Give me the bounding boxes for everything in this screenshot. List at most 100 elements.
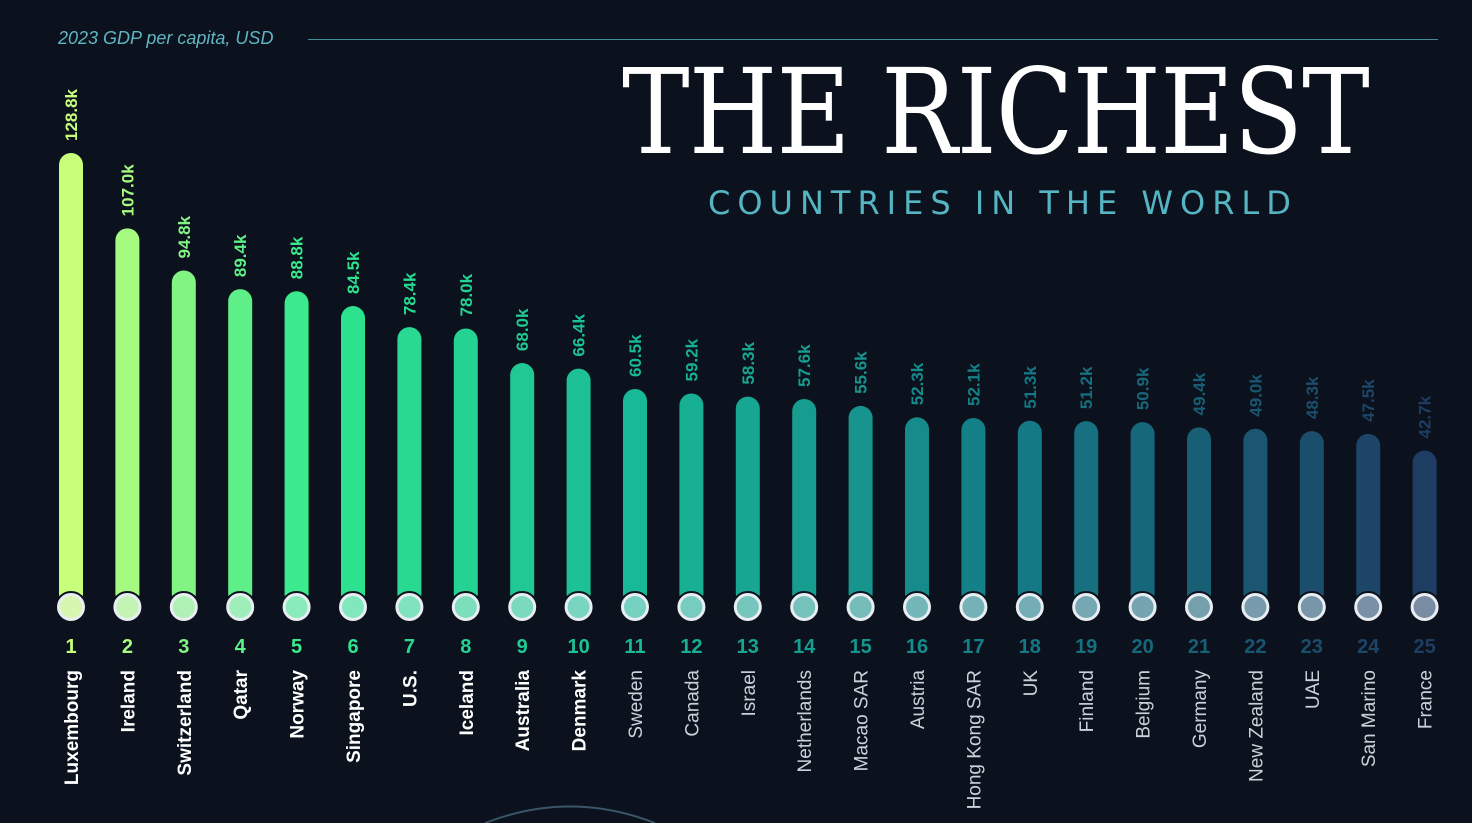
country-label-norway: Norway — [288, 670, 309, 739]
value-label-finland: 51.2k — [1077, 366, 1096, 409]
bar-luxembourg — [59, 153, 83, 606]
flag-icon-inner-uk — [1018, 596, 1041, 618]
country-label-uae: UAE — [1303, 670, 1324, 709]
rank-netherlands: 14 — [793, 636, 816, 658]
bar-ireland — [115, 228, 140, 606]
rank-uae: 23 — [1301, 636, 1323, 658]
value-label-netherlands: 57.6k — [795, 344, 814, 387]
flag-icon-inner-u-s- — [398, 596, 421, 618]
value-label-israel: 58.3k — [739, 341, 758, 384]
country-label-new-zealand: New Zealand — [1246, 670, 1267, 782]
value-label-san-marino: 47.5k — [1359, 379, 1378, 422]
rank-switzerland: 3 — [178, 636, 189, 658]
bar-uk — [1017, 420, 1042, 606]
bar-france — [1412, 450, 1437, 606]
country-label-iceland: Iceland — [457, 670, 478, 735]
bar-u-s- — [397, 327, 422, 606]
flag-icon-inner-finland — [1075, 596, 1098, 618]
bar-finland — [1074, 421, 1099, 606]
country-label-denmark: Denmark — [570, 670, 591, 752]
bar-israel — [735, 396, 760, 606]
bar-uae — [1299, 431, 1324, 606]
rank-france: 25 — [1413, 636, 1435, 658]
flag-icon-inner-netherlands — [793, 596, 816, 618]
country-label-netherlands: Netherlands — [795, 670, 816, 772]
value-label-norway: 88.8k — [288, 236, 307, 279]
value-label-macao-sar: 55.6k — [852, 351, 871, 394]
rank-israel: 13 — [737, 636, 759, 658]
value-label-canada: 59.2k — [682, 338, 701, 381]
bar-austria — [905, 417, 929, 606]
bar-san-marino — [1356, 433, 1381, 606]
value-label-qatar: 89.4k — [231, 234, 250, 277]
country-label-israel: Israel — [739, 670, 760, 716]
rank-canada: 12 — [680, 636, 702, 658]
rank-uk: 18 — [1019, 636, 1041, 658]
rank-belgium: 20 — [1131, 636, 1153, 658]
country-label-singapore: Singapore — [344, 670, 365, 763]
flag-icon-inner-uae — [1300, 596, 1323, 618]
country-label-hong-kong-sar: Hong Kong SAR — [964, 670, 985, 809]
country-label-ireland: Ireland — [118, 670, 139, 732]
country-label-finland: Finland — [1077, 670, 1098, 732]
bar-qatar — [228, 289, 253, 606]
bar-germany — [1187, 427, 1211, 606]
flag-icon-inner-luxembourg — [60, 596, 82, 618]
flag-icon-inner-hong-kong-sar — [962, 596, 985, 618]
flag-icon-inner-germany — [1188, 596, 1210, 618]
unit-label: 2023 GDP per capita, USD — [58, 28, 274, 48]
country-label-qatar: Qatar — [231, 669, 252, 719]
country-label-belgium: Belgium — [1134, 670, 1155, 739]
flag-icon-inner-qatar — [229, 596, 252, 618]
rank-san-marino: 24 — [1357, 636, 1380, 658]
rank-denmark: 10 — [567, 636, 589, 658]
flag-icon-inner-israel — [736, 596, 759, 618]
flag-icon-inner-san-marino — [1357, 596, 1380, 618]
value-label-uk: 51.3k — [1021, 366, 1040, 409]
flag-icon-inner-macao-sar — [849, 596, 872, 618]
value-label-singapore: 84.5k — [344, 251, 363, 294]
page-title: THE RICHEST — [622, 43, 1370, 181]
flag-icon-inner-france — [1413, 596, 1436, 618]
flag-icon-inner-canada — [680, 596, 703, 618]
rank-germany: 21 — [1188, 636, 1210, 658]
rank-u-s-: 7 — [404, 636, 415, 658]
country-label-france: France — [1416, 670, 1437, 729]
bar-switzerland — [171, 270, 196, 606]
rank-australia: 9 — [517, 636, 528, 658]
flag-icon-inner-denmark — [567, 596, 590, 618]
country-label-canada: Canada — [682, 670, 703, 737]
country-label-germany: Germany — [1190, 670, 1211, 749]
country-label-uk: UK — [1021, 670, 1042, 697]
rank-luxembourg: 1 — [65, 636, 76, 658]
flag-icon-inner-australia — [511, 596, 534, 618]
value-label-austria: 52.3k — [908, 362, 927, 405]
flag-icon-inner-ireland — [116, 596, 139, 618]
rank-norway: 5 — [291, 636, 302, 658]
rank-singapore: 6 — [347, 636, 358, 658]
rank-new-zealand: 22 — [1244, 636, 1266, 658]
rank-finland: 19 — [1075, 636, 1097, 658]
bar-iceland — [453, 328, 478, 606]
value-label-germany: 49.4k — [1190, 372, 1209, 415]
country-label-u-s-: U.S. — [400, 670, 421, 707]
country-label-australia: Australia — [513, 670, 534, 752]
value-label-france: 42.7k — [1416, 395, 1435, 438]
rank-hong-kong-sar: 17 — [962, 636, 984, 658]
value-label-luxembourg: 128.8k — [62, 88, 81, 141]
rank-qatar: 4 — [235, 636, 247, 658]
rank-ireland: 2 — [122, 636, 133, 658]
country-label-sweden: Sweden — [626, 670, 647, 739]
flag-icon-inner-austria — [906, 596, 928, 618]
decorative-arc — [484, 805, 656, 823]
flag-icon-inner-switzerland — [172, 596, 195, 618]
country-label-macao-sar: Macao SAR — [852, 670, 873, 771]
bar-belgium — [1130, 422, 1155, 606]
rank-iceland: 8 — [460, 636, 471, 658]
header-rule — [308, 39, 1438, 40]
bar-sweden — [623, 388, 647, 606]
flag-icon-inner-norway — [285, 596, 308, 618]
bar-australia — [510, 363, 535, 606]
value-label-uae: 48.3k — [1303, 376, 1322, 419]
bar-netherlands — [792, 398, 817, 606]
